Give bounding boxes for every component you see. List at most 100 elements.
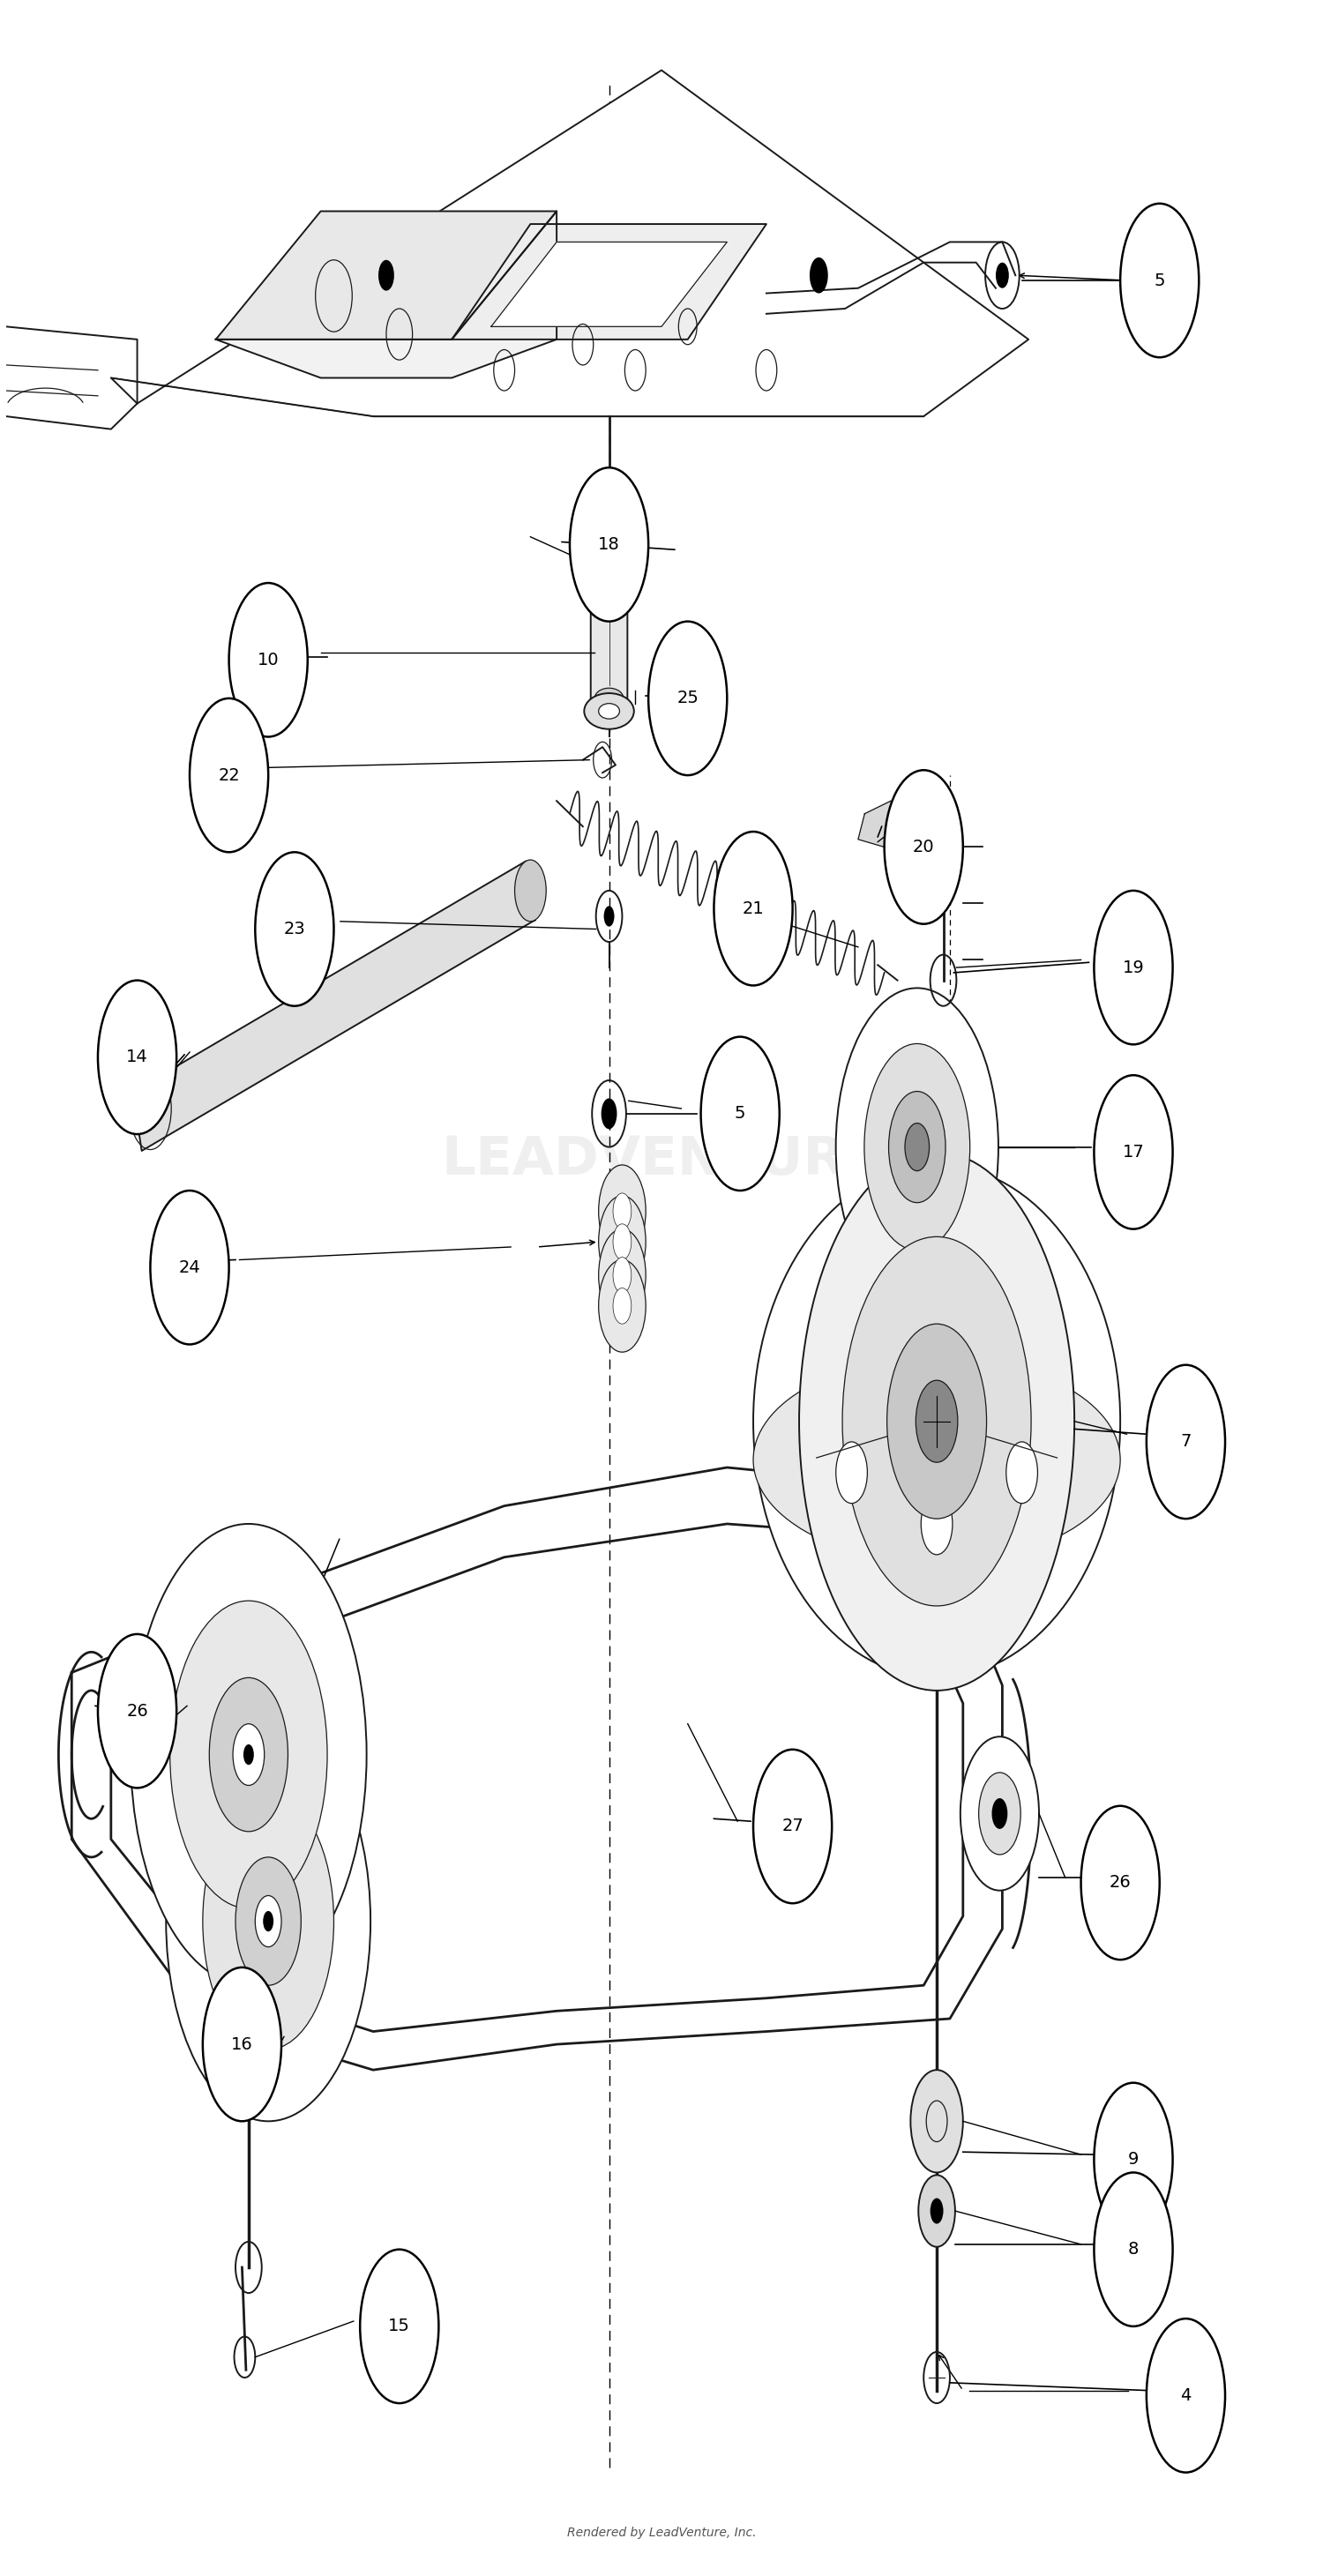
Circle shape xyxy=(98,981,176,1133)
Circle shape xyxy=(598,1195,646,1288)
Circle shape xyxy=(570,469,648,621)
Circle shape xyxy=(930,2197,943,2223)
Circle shape xyxy=(151,1190,229,1345)
Circle shape xyxy=(864,1043,970,1249)
Circle shape xyxy=(202,1793,333,2050)
Text: 26: 26 xyxy=(1110,1875,1131,1891)
Circle shape xyxy=(960,1736,1039,1891)
Circle shape xyxy=(843,1236,1031,1605)
Polygon shape xyxy=(111,70,1028,417)
Circle shape xyxy=(603,907,614,927)
Circle shape xyxy=(235,1857,302,1986)
Circle shape xyxy=(598,1164,646,1257)
Circle shape xyxy=(1094,891,1172,1043)
Circle shape xyxy=(921,1494,953,1556)
Circle shape xyxy=(648,621,728,775)
Text: 16: 16 xyxy=(232,2035,253,2053)
Circle shape xyxy=(202,1968,282,2120)
Text: 9: 9 xyxy=(1129,2151,1139,2169)
Text: 26: 26 xyxy=(126,1703,148,1718)
Circle shape xyxy=(360,2249,439,2403)
Circle shape xyxy=(979,1772,1020,1855)
Polygon shape xyxy=(451,224,766,340)
Ellipse shape xyxy=(753,1164,1121,1677)
Circle shape xyxy=(916,1381,958,1463)
Text: 5: 5 xyxy=(1154,273,1166,289)
Polygon shape xyxy=(132,860,534,1151)
Circle shape xyxy=(233,1723,265,1785)
Text: LEADVENTURE: LEADVENTURE xyxy=(442,1133,881,1185)
FancyBboxPatch shape xyxy=(590,587,627,711)
Circle shape xyxy=(263,1911,274,1932)
Circle shape xyxy=(753,1749,832,1904)
Circle shape xyxy=(836,989,999,1306)
Ellipse shape xyxy=(594,587,623,613)
Circle shape xyxy=(167,1721,370,2120)
Circle shape xyxy=(598,1229,646,1321)
Circle shape xyxy=(884,770,963,925)
Ellipse shape xyxy=(753,1358,1121,1561)
Circle shape xyxy=(515,860,546,922)
Polygon shape xyxy=(216,211,557,379)
Circle shape xyxy=(1081,1806,1159,1960)
Text: 15: 15 xyxy=(389,2318,410,2334)
Circle shape xyxy=(905,1123,929,1172)
Circle shape xyxy=(98,1633,176,1788)
Circle shape xyxy=(143,1092,159,1123)
Polygon shape xyxy=(7,327,138,430)
Circle shape xyxy=(613,1288,631,1324)
Text: 19: 19 xyxy=(1122,958,1144,976)
Text: 25: 25 xyxy=(677,690,699,706)
Text: 5: 5 xyxy=(734,1105,746,1123)
Circle shape xyxy=(1147,2318,1225,2473)
Text: 17: 17 xyxy=(1122,1144,1144,1162)
Circle shape xyxy=(1094,2172,1172,2326)
Text: 14: 14 xyxy=(126,1048,148,1066)
Polygon shape xyxy=(491,242,728,327)
Circle shape xyxy=(613,1193,631,1229)
Text: 8: 8 xyxy=(1129,2241,1139,2257)
Ellipse shape xyxy=(598,703,619,719)
Circle shape xyxy=(996,263,1009,289)
Text: 24: 24 xyxy=(179,1260,201,1275)
Polygon shape xyxy=(216,211,557,340)
Circle shape xyxy=(910,2071,963,2172)
Circle shape xyxy=(1147,1365,1225,1520)
Circle shape xyxy=(189,698,269,853)
Circle shape xyxy=(255,1896,282,1947)
Circle shape xyxy=(613,1224,631,1260)
Ellipse shape xyxy=(594,688,623,708)
Circle shape xyxy=(886,1324,987,1520)
Circle shape xyxy=(378,260,394,291)
Circle shape xyxy=(889,1092,946,1203)
Circle shape xyxy=(209,1677,288,1832)
Circle shape xyxy=(799,1151,1074,1690)
Text: 22: 22 xyxy=(218,768,239,783)
Circle shape xyxy=(836,1443,868,1504)
Text: Rendered by LeadVenture, Inc.: Rendered by LeadVenture, Inc. xyxy=(566,2527,757,2540)
Text: 21: 21 xyxy=(742,899,765,917)
Circle shape xyxy=(613,1257,631,1293)
Text: 23: 23 xyxy=(283,920,306,938)
Circle shape xyxy=(243,1744,254,1765)
Text: 7: 7 xyxy=(1180,1432,1191,1450)
Circle shape xyxy=(1094,1074,1172,1229)
Text: 27: 27 xyxy=(782,1819,803,1834)
Circle shape xyxy=(229,582,307,737)
Ellipse shape xyxy=(585,693,634,729)
Text: 20: 20 xyxy=(913,840,934,855)
Circle shape xyxy=(918,2174,955,2246)
Circle shape xyxy=(131,1525,366,1986)
Circle shape xyxy=(1007,1443,1037,1504)
Circle shape xyxy=(1121,204,1199,358)
Circle shape xyxy=(598,1260,646,1352)
Polygon shape xyxy=(859,801,897,848)
Circle shape xyxy=(602,574,615,600)
Circle shape xyxy=(601,1097,617,1128)
Circle shape xyxy=(1094,2084,1172,2236)
Circle shape xyxy=(169,1600,327,1909)
Circle shape xyxy=(255,853,333,1007)
Circle shape xyxy=(992,1798,1008,1829)
Text: 4: 4 xyxy=(1180,2388,1191,2403)
Text: 10: 10 xyxy=(258,652,279,667)
